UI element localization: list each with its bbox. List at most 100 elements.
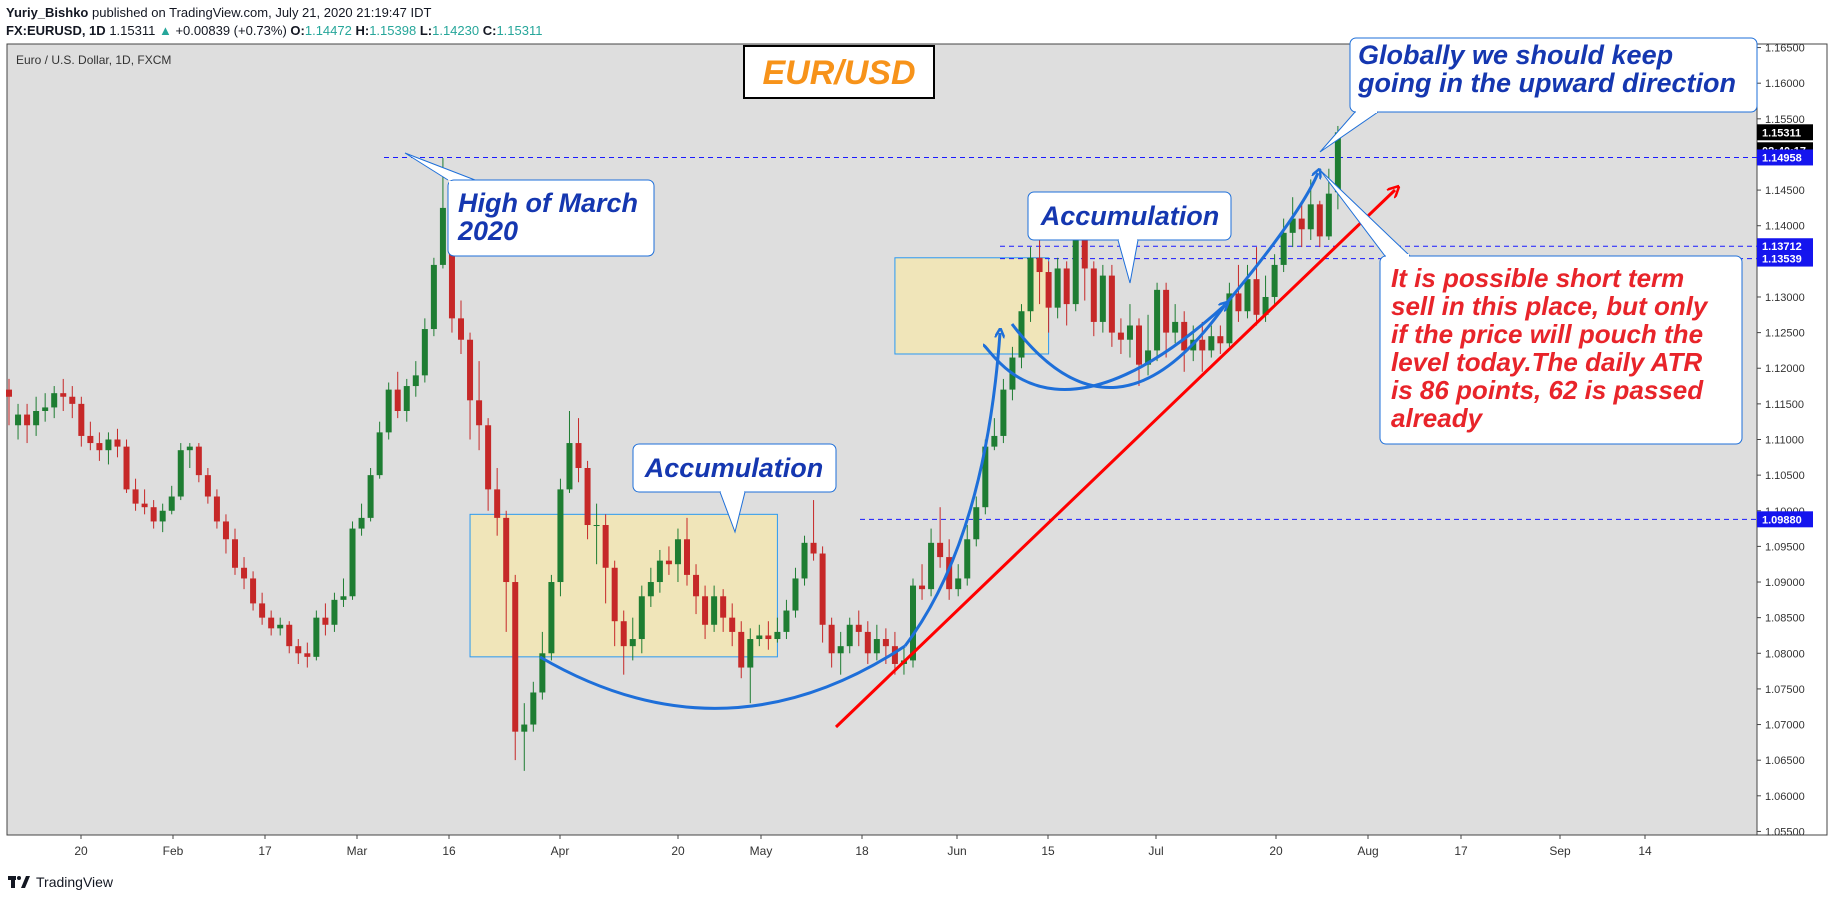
candle[interactable]	[1036, 236, 1043, 305]
candle[interactable]	[421, 318, 428, 383]
candle[interactable]	[394, 371, 401, 419]
candle[interactable]	[331, 592, 338, 632]
candle[interactable]	[295, 639, 302, 664]
candle[interactable]	[204, 468, 211, 504]
candle[interactable]	[855, 610, 862, 647]
candle[interactable]	[358, 503, 365, 536]
price-tag[interactable]: 1.13712	[1757, 238, 1813, 255]
candle[interactable]	[69, 386, 76, 419]
candle[interactable]	[873, 624, 880, 661]
candle[interactable]	[1136, 318, 1142, 387]
candle[interactable]	[150, 500, 157, 529]
candle[interactable]	[1298, 204, 1305, 248]
candle[interactable]	[168, 485, 175, 515]
candle[interactable]	[1027, 247, 1034, 322]
candle[interactable]	[783, 599, 790, 640]
candle[interactable]	[792, 567, 799, 618]
candle[interactable]	[702, 585, 709, 640]
candle[interactable]	[647, 567, 654, 607]
candle[interactable]	[476, 361, 483, 451]
candle[interactable]	[132, 478, 139, 511]
candle[interactable]	[222, 514, 229, 554]
candle[interactable]	[1154, 282, 1161, 362]
candle[interactable]	[1208, 325, 1215, 358]
candle[interactable]	[494, 468, 501, 536]
price-tag[interactable]: 1.14958	[1757, 149, 1813, 166]
candle[interactable]	[919, 564, 926, 600]
candle[interactable]	[512, 574, 519, 761]
candle[interactable]	[991, 418, 998, 451]
candle[interactable]	[141, 489, 148, 515]
candle[interactable]	[530, 681, 537, 732]
candle[interactable]	[548, 574, 555, 661]
candle[interactable]	[376, 421, 383, 479]
candle[interactable]	[51, 386, 58, 419]
candle[interactable]	[973, 496, 980, 547]
candle[interactable]	[268, 610, 275, 636]
candle[interactable]	[60, 378, 67, 411]
candle[interactable]	[159, 503, 166, 533]
candle[interactable]	[729, 603, 736, 647]
candle[interactable]	[403, 378, 410, 422]
candle[interactable]	[557, 478, 564, 597]
candle[interactable]	[1090, 261, 1097, 337]
candle[interactable]	[313, 610, 320, 661]
candle[interactable]	[656, 549, 663, 593]
candle[interactable]	[711, 585, 718, 632]
candle[interactable]	[593, 503, 600, 565]
candle[interactable]	[367, 468, 374, 522]
price-tag[interactable]: 1.09880	[1757, 511, 1813, 528]
candle[interactable]	[1289, 197, 1296, 248]
price-tag[interactable]: 1.15311	[1757, 124, 1813, 141]
candle[interactable]	[602, 514, 609, 604]
candle[interactable]	[611, 560, 618, 647]
candle[interactable]	[620, 610, 627, 675]
candle[interactable]	[6, 378, 12, 426]
candle[interactable]	[521, 703, 528, 771]
candle[interactable]	[24, 403, 31, 444]
candle[interactable]	[693, 564, 700, 615]
candle[interactable]	[123, 439, 130, 493]
candle[interactable]	[1271, 254, 1278, 305]
candle[interactable]	[1126, 304, 1133, 358]
candle[interactable]	[1099, 264, 1106, 333]
candle[interactable]	[1108, 264, 1115, 347]
candle[interactable]	[186, 443, 193, 469]
candle[interactable]	[430, 257, 437, 337]
candle[interactable]	[747, 628, 754, 704]
candle[interactable]	[738, 621, 745, 679]
candle[interactable]	[114, 428, 121, 458]
candle[interactable]	[1244, 264, 1251, 319]
candle[interactable]	[1081, 236, 1088, 301]
candle[interactable]	[810, 500, 817, 561]
candle[interactable]	[1163, 282, 1170, 358]
candle[interactable]	[213, 489, 220, 529]
candle[interactable]	[774, 617, 781, 643]
candle[interactable]	[349, 521, 356, 600]
tradingview-logo-icon[interactable]	[8, 875, 30, 889]
candle[interactable]	[277, 617, 284, 636]
candle[interactable]	[259, 592, 266, 625]
candle[interactable]	[1117, 318, 1124, 354]
price-tag[interactable]: 1.13539	[1757, 250, 1813, 267]
candle[interactable]	[467, 332, 474, 440]
candle[interactable]	[674, 528, 681, 583]
candle[interactable]	[828, 617, 835, 668]
candle[interactable]	[684, 517, 690, 586]
candle[interactable]	[819, 546, 826, 643]
candle[interactable]	[846, 617, 853, 654]
candle[interactable]	[584, 460, 591, 540]
candle[interactable]	[955, 564, 962, 597]
candle[interactable]	[575, 418, 582, 483]
candle[interactable]	[665, 546, 672, 575]
candle[interactable]	[864, 621, 871, 664]
candle[interactable]	[232, 528, 238, 575]
symbol-interval[interactable]: FX:EURUSD, 1D	[6, 23, 106, 38]
candle[interactable]	[485, 418, 492, 511]
price-axis[interactable]	[1756, 43, 1828, 836]
price-chart[interactable]: 1.165001.160001.155001.150001.145001.140…	[0, 0, 1828, 870]
candle[interactable]	[42, 393, 49, 422]
candle[interactable]	[1063, 261, 1070, 326]
candle[interactable]	[720, 589, 727, 632]
candle[interactable]	[756, 624, 763, 647]
